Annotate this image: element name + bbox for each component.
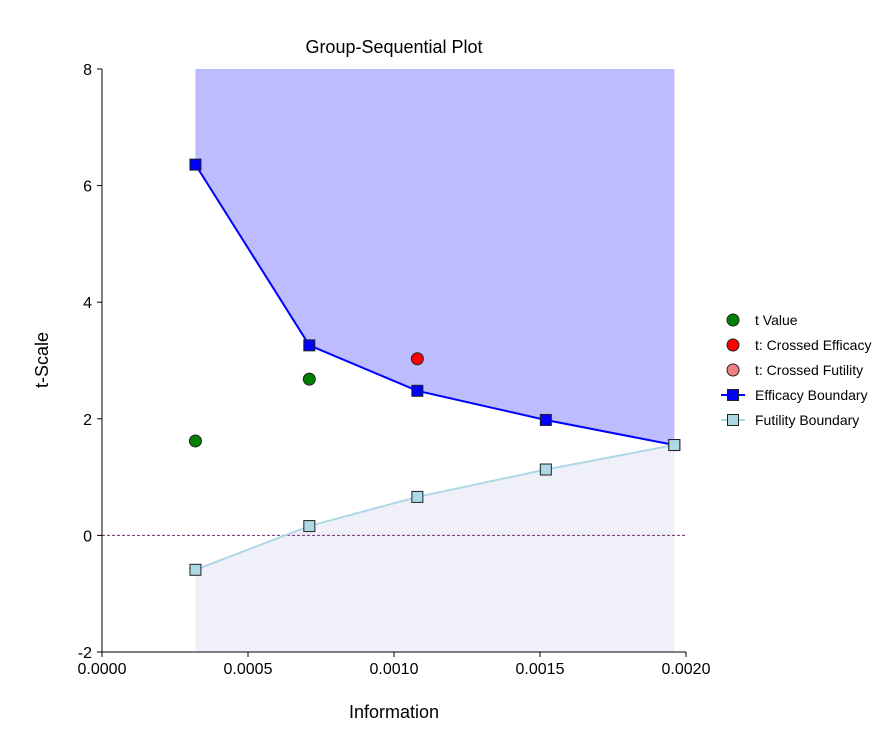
chart-title: Group-Sequential Plot [305, 37, 482, 57]
t-crossed-efficacy-point [410, 352, 424, 366]
futility-boundary-point [411, 490, 424, 503]
legend-futility-boundary-label: Futility Boundary [755, 412, 859, 428]
y-tick-label: 8 [83, 62, 92, 79]
x-tick-label: 0.0020 [662, 661, 711, 678]
efficacy-region [195, 69, 675, 446]
efficacy-boundary-point [539, 413, 552, 426]
x-tick-label: 0.0005 [224, 661, 273, 678]
futility-boundary-point [189, 563, 202, 576]
legend-t-crossed-futility-label: t: Crossed Futility [755, 362, 863, 378]
x-tick-label: 0.0015 [516, 661, 565, 678]
efficacy-boundary-point [303, 339, 316, 352]
efficacy-boundary-point [411, 384, 424, 397]
y-axis-label: t-Scale [32, 332, 52, 388]
x-tick-label: 0.0010 [370, 661, 419, 678]
legend-t-value-label: t Value [755, 312, 798, 328]
x-axis-label: Information [349, 702, 439, 722]
legend-efficacy-boundary-label: Efficacy Boundary [755, 387, 868, 403]
t-value-point [188, 434, 202, 448]
legend-t-value-marker [726, 313, 740, 327]
y-tick-label: 2 [83, 412, 92, 429]
x-tick-label: 0.0000 [78, 661, 127, 678]
efficacy-boundary-point [189, 158, 202, 171]
series-group [188, 158, 681, 576]
legend-efficacy-boundary-marker [727, 389, 739, 401]
futility-boundary-point [539, 463, 552, 476]
futility-boundary-point [668, 439, 681, 452]
futility-boundary-point [303, 520, 316, 533]
shaded-regions [195, 69, 675, 652]
y-tick-label: 0 [83, 528, 92, 545]
y-tick-label: 6 [83, 179, 92, 196]
legend-futility-boundary-marker [727, 414, 739, 426]
futility-region [195, 445, 675, 652]
legend-t-crossed-efficacy-marker [726, 338, 740, 352]
y-tick-label: 4 [83, 295, 92, 312]
y-tick-label: -2 [78, 645, 92, 662]
axes-group: 0.0000 0.0005 0.0010 0.0015 0.0020 -2 0 2 4 6 8 [78, 62, 711, 678]
legend-t-crossed-efficacy-label: t: Crossed Efficacy [755, 337, 871, 353]
legend: t Value t: Crossed Efficacy t: Crossed Fut… [721, 312, 871, 428]
t-value-point [302, 372, 316, 386]
legend-t-crossed-futility-marker [726, 363, 740, 377]
